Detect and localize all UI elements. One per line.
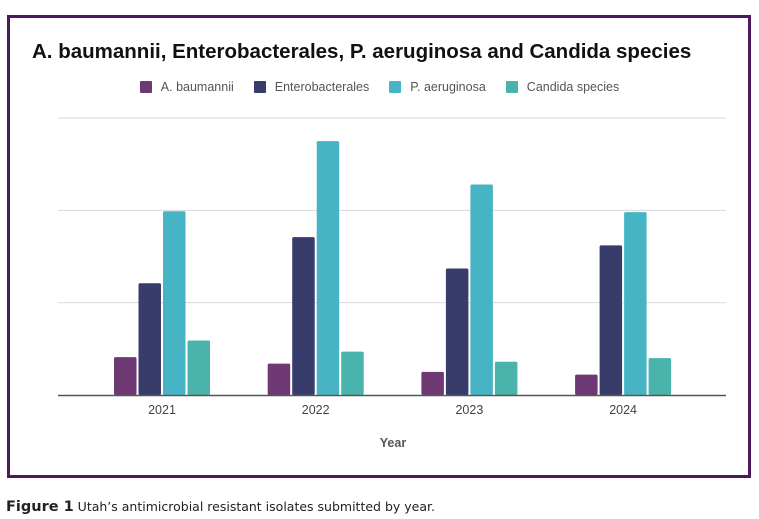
legend-label: Enterobacterales: [274, 80, 370, 94]
bar-a-baumannii-2021[interactable]: [114, 357, 137, 395]
bar-p-aeruginosa-2022[interactable]: [316, 141, 340, 395]
legend-label: P. aeruginosa: [410, 80, 486, 94]
bar-candida-species-2023[interactable]: [494, 361, 518, 395]
legend-item-a-baumannii[interactable]: A. baumannii: [139, 80, 234, 94]
x-tick-label: 2024: [609, 403, 637, 417]
bar-a-baumannii-2022[interactable]: [267, 363, 291, 395]
bar-enterobacterales-2024[interactable]: [599, 245, 623, 395]
bar-a-baumannii-2024[interactable]: [575, 374, 598, 395]
bar-p-aeruginosa-2024[interactable]: [624, 212, 647, 395]
bar-enterobacterales-2022[interactable]: [292, 237, 315, 395]
bar-enterobacterales-2021[interactable]: [138, 283, 162, 395]
legend: A. baumannii Enterobacterales P. aerugin…: [0, 80, 759, 94]
bar-candida-species-2021[interactable]: [187, 340, 211, 395]
legend-label: A. baumannii: [160, 80, 234, 94]
bar-candida-species-2022[interactable]: [341, 351, 364, 395]
bar-p-aeruginosa-2021[interactable]: [163, 211, 186, 395]
x-tick-label: 2022: [302, 403, 330, 417]
bars: [114, 141, 672, 395]
x-tick-labels: 2021 2022 2023 2024: [148, 403, 637, 417]
figure-caption-text: Utah’s antimicrobial resistant isolates …: [73, 499, 435, 514]
legend-swatch-a-baumannii: [139, 81, 152, 93]
figure-caption-label: Figure 1: [6, 499, 74, 515]
bar-enterobacterales-2023[interactable]: [445, 268, 469, 395]
x-axis-title: Year: [380, 436, 407, 450]
bar-candida-species-2024[interactable]: [648, 358, 672, 395]
legend-label: Candida species: [526, 80, 620, 94]
legend-swatch-candida-species: [505, 81, 518, 93]
figure-caption: Figure 1 Utah’s antimicrobial resistant …: [6, 499, 435, 515]
bar-a-baumannii-2023[interactable]: [421, 371, 444, 395]
legend-item-enterobacterales[interactable]: Enterobacterales: [253, 80, 370, 94]
chart-title: A. baumannii, Enterobacterales, P. aerug…: [32, 40, 692, 63]
x-tick-label: 2021: [148, 403, 176, 417]
legend-swatch-enterobacterales: [253, 81, 266, 93]
bar-p-aeruginosa-2023[interactable]: [470, 184, 493, 395]
x-tick-label: 2023: [455, 403, 483, 417]
legend-item-p-aeruginosa[interactable]: P. aeruginosa: [389, 80, 486, 94]
legend-swatch-p-aeruginosa: [389, 81, 402, 93]
legend-item-candida-species[interactable]: Candida species: [505, 80, 620, 94]
